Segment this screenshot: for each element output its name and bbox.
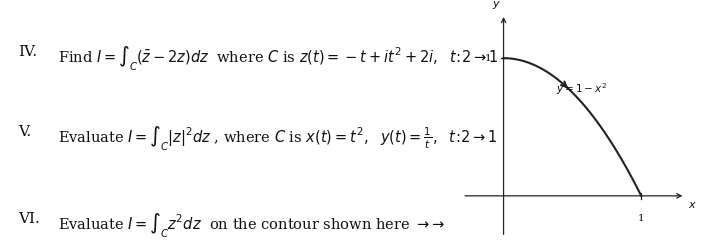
Text: $x$: $x$ [688,200,697,210]
Text: $y$: $y$ [492,0,501,11]
Text: 1: 1 [638,214,644,223]
Text: VI.: VI. [18,212,40,226]
Text: 1: 1 [485,54,491,63]
Text: $y = 1 - x^2$: $y = 1 - x^2$ [556,81,607,97]
Text: Evaluate $I = \int_C |z|^2 dz$ , where $C$ is $x(t) = t^2,$  $y(t) = \frac{1}{t}: Evaluate $I = \int_C |z|^2 dz$ , where $… [58,124,498,153]
Text: Evaluate $I = \int_C z^2 dz$  on the contour shown here $\rightarrow\!\rightarro: Evaluate $I = \int_C z^2 dz$ on the cont… [58,212,446,240]
Text: V.: V. [18,124,31,138]
Text: IV.: IV. [18,45,37,59]
Text: Find $I = \int_C (\bar{z} - 2z)dz$  where $C$ is $z(t) = -t + it^2 + 2i,$  $t\!:: Find $I = \int_C (\bar{z} - 2z)dz$ where… [58,45,498,73]
